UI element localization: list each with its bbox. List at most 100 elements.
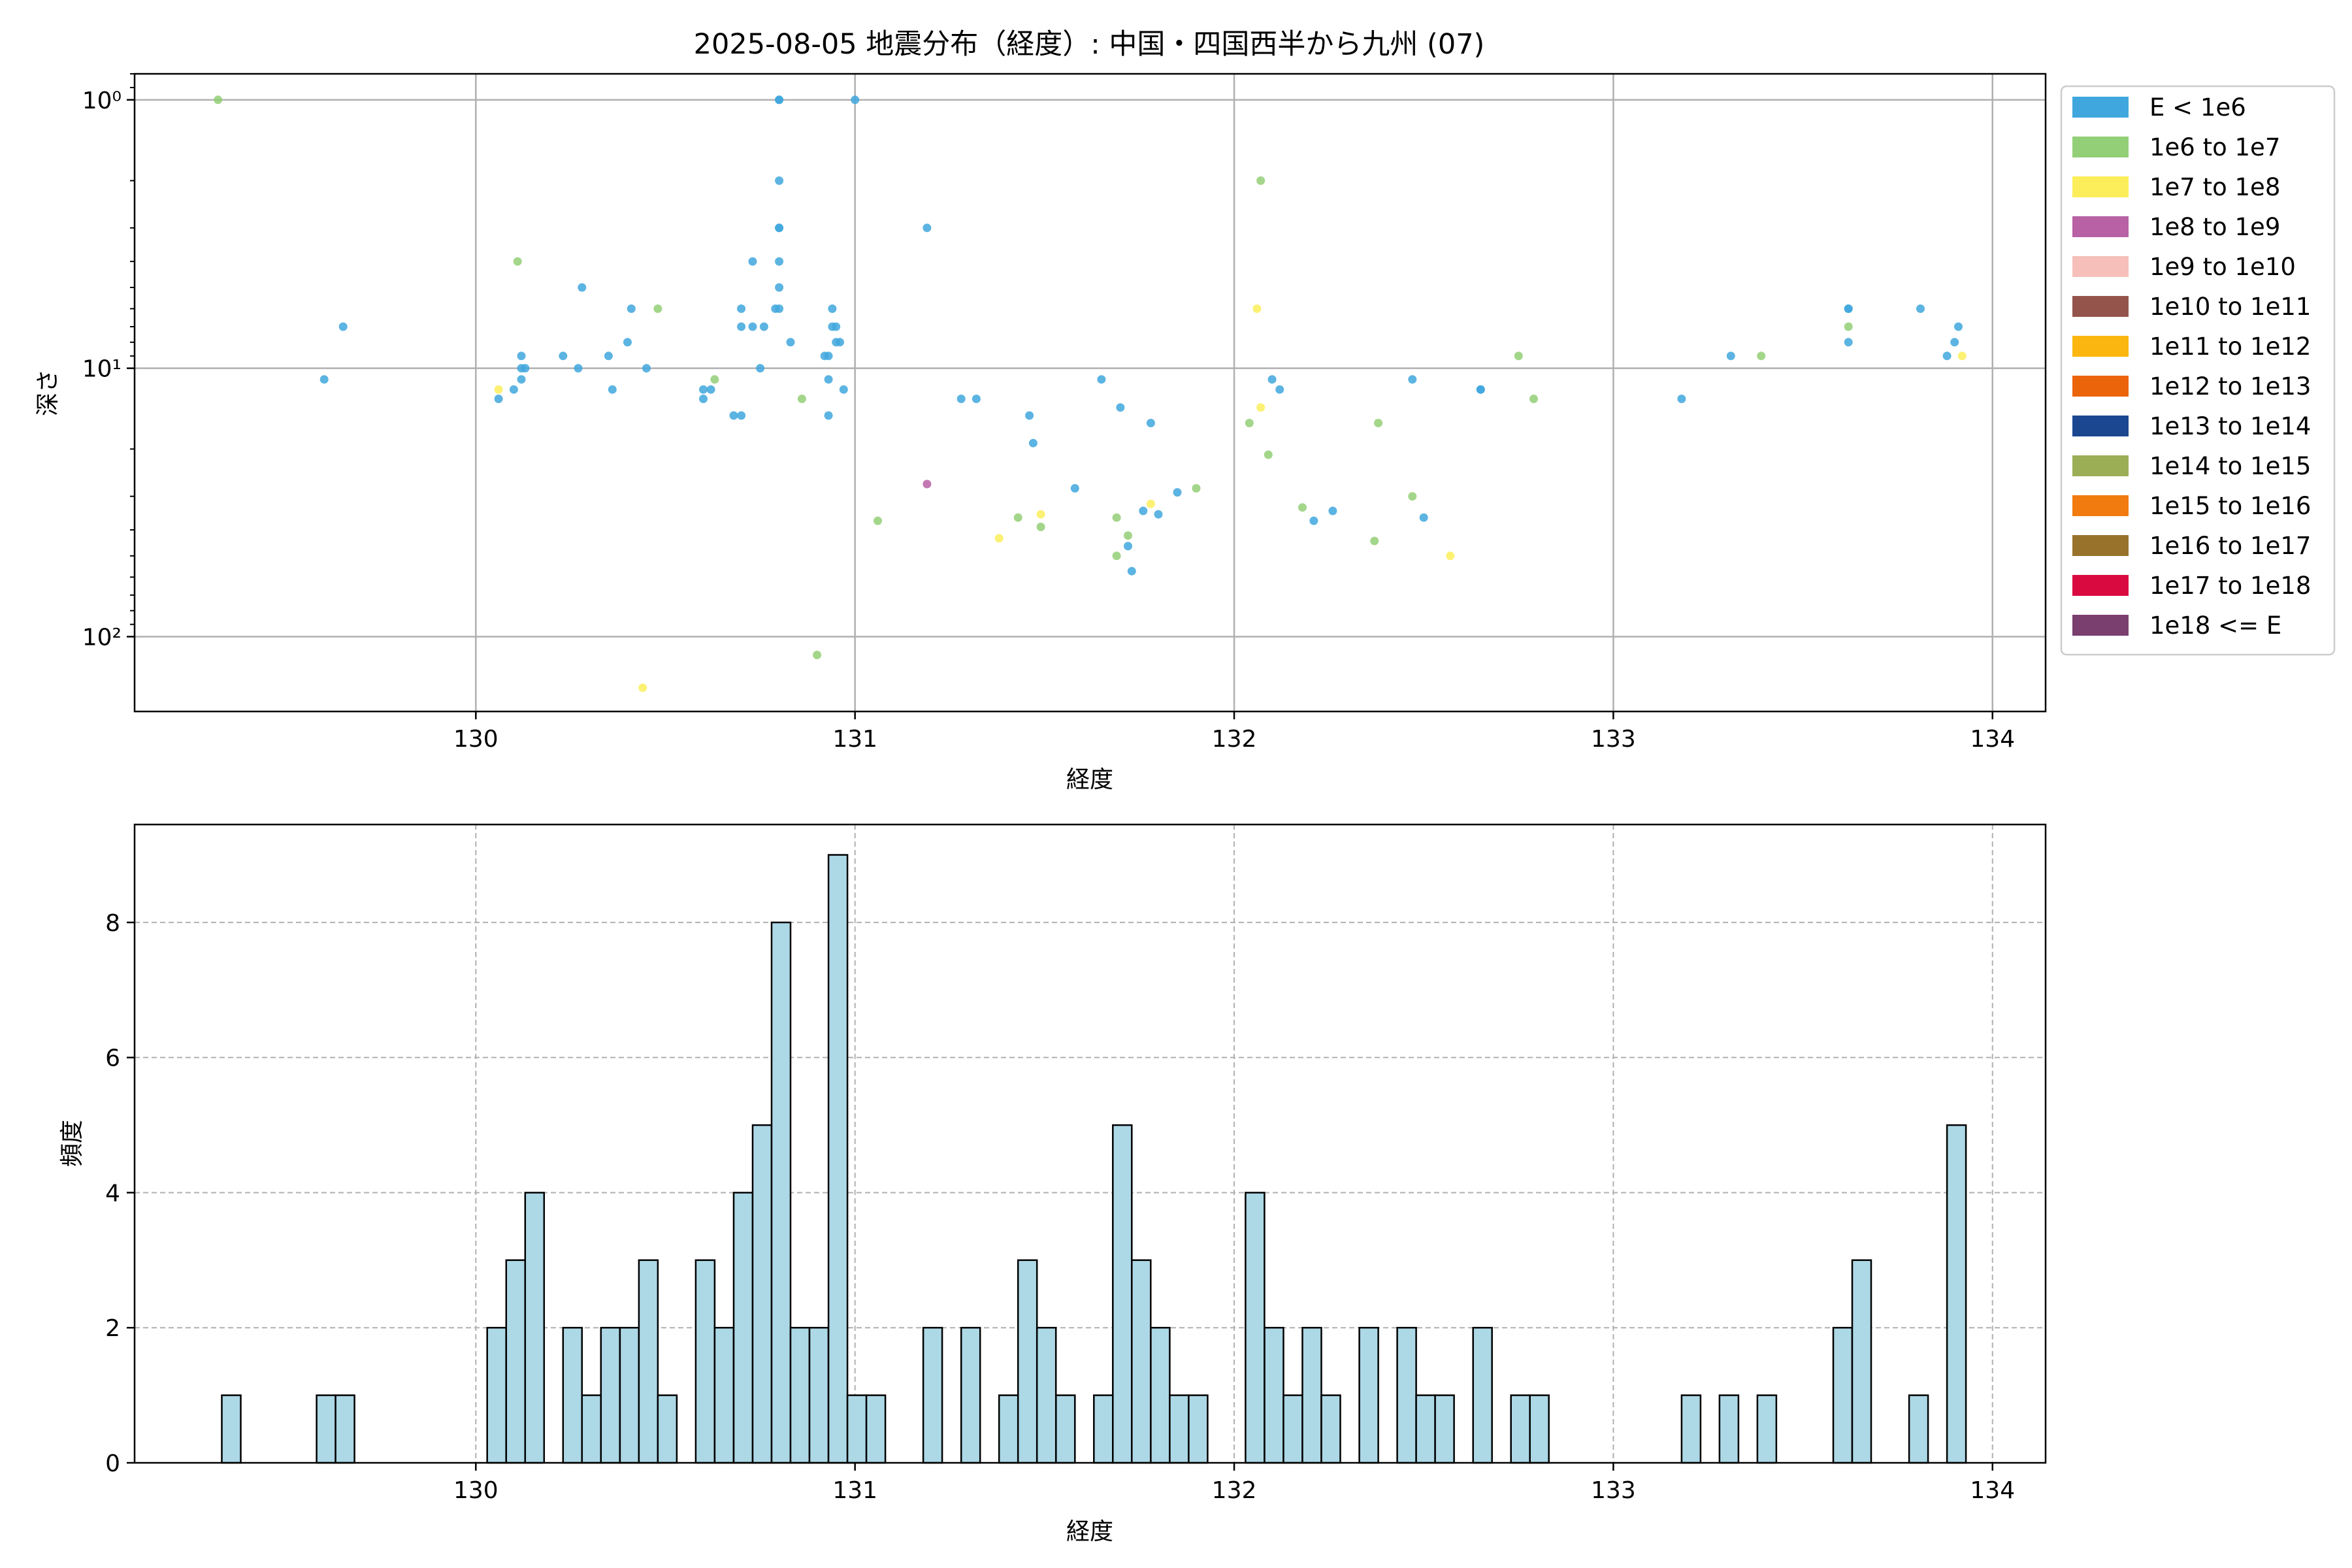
scatter-point bbox=[1275, 385, 1284, 394]
histogram-bar bbox=[751, 1124, 773, 1464]
scatter-point bbox=[1124, 531, 1132, 540]
scatter-point bbox=[1374, 419, 1383, 427]
histogram-bar bbox=[1529, 1394, 1550, 1464]
histogram-bar bbox=[1301, 1326, 1322, 1464]
scatter-point bbox=[214, 95, 223, 105]
scatter-y-tick-label: 10² bbox=[82, 624, 122, 651]
scatter-x-tick-label: 132 bbox=[1212, 726, 1257, 753]
histogram-bars bbox=[221, 854, 1967, 1464]
histogram-x-tick-label: 131 bbox=[832, 1477, 877, 1504]
scatter-point bbox=[851, 95, 860, 105]
histogram-bar bbox=[1851, 1259, 1872, 1464]
histogram-y-tick-label: 2 bbox=[105, 1315, 120, 1342]
scatter-point bbox=[824, 375, 833, 384]
scatter-point bbox=[1476, 385, 1485, 394]
histogram-y-tick-label: 6 bbox=[105, 1045, 120, 1072]
scatter-x-tick-label: 133 bbox=[1591, 726, 1636, 753]
scatter-x-tick-label: 131 bbox=[832, 726, 877, 753]
legend-items: E < 1e6 1e6 to 1e7 1e7 to 1e8 1e8 to 1e9 1e9… bbox=[2072, 93, 2311, 640]
scatter-y-tick-label: 10¹ bbox=[82, 356, 122, 383]
histogram-x-tick-label: 133 bbox=[1591, 1477, 1636, 1504]
histogram-y-tick-label: 4 bbox=[105, 1180, 120, 1207]
scatter-point bbox=[638, 683, 647, 693]
scatter-point bbox=[1950, 338, 1959, 347]
histogram-bar bbox=[1036, 1326, 1057, 1464]
legend-swatch bbox=[2072, 535, 2129, 556]
scatter-x-tick-label: 134 bbox=[1970, 726, 2015, 753]
histogram-bar bbox=[524, 1192, 546, 1464]
scatter-point bbox=[608, 385, 617, 394]
scatter-point bbox=[1942, 351, 1952, 361]
histogram-bar bbox=[1320, 1394, 1341, 1464]
legend-label: 1e8 to 1e9 bbox=[2149, 213, 2280, 241]
histogram-bar bbox=[1680, 1394, 1702, 1464]
scatter-point bbox=[1298, 503, 1307, 512]
scatter-panel: 130 131 132 133 134 10⁰ 10¹ 10² 経度 深さ bbox=[35, 73, 2047, 793]
scatter-point bbox=[699, 395, 708, 403]
histogram-bar bbox=[1908, 1394, 1929, 1464]
scatter-point bbox=[748, 322, 757, 331]
legend-label: 1e6 to 1e7 bbox=[2149, 133, 2280, 161]
scatter-point bbox=[972, 395, 981, 403]
scatter-point bbox=[509, 385, 518, 394]
histogram-bar bbox=[1131, 1259, 1152, 1464]
scatter-point bbox=[1328, 506, 1337, 515]
scatter-point bbox=[1256, 403, 1266, 412]
scatter-point bbox=[729, 411, 738, 420]
legend-label: 1e17 to 1e18 bbox=[2149, 572, 2311, 600]
scatter-point bbox=[874, 516, 882, 525]
histogram-bar bbox=[562, 1326, 583, 1464]
scatter-point bbox=[1097, 375, 1106, 384]
histogram-bar bbox=[713, 1326, 735, 1464]
scatter-y-tick-label: 10⁰ bbox=[82, 88, 122, 114]
scatter-point bbox=[775, 257, 784, 266]
legend-swatch bbox=[2072, 336, 2129, 357]
scatter-point bbox=[824, 351, 833, 361]
scatter-point bbox=[923, 223, 932, 233]
scatter-point bbox=[737, 411, 746, 420]
figure-title: 2025-08-05 地震分布（経度）: 中国・四国西半から九州 (07) bbox=[694, 28, 1485, 61]
scatter-point bbox=[1844, 338, 1853, 347]
scatter-grid bbox=[135, 74, 2046, 711]
scatter-point bbox=[775, 176, 784, 185]
scatter-point bbox=[756, 364, 765, 373]
legend-swatch bbox=[2072, 615, 2129, 636]
histogram-bar bbox=[770, 921, 792, 1464]
scatter-point bbox=[623, 338, 632, 347]
histogram-bar bbox=[922, 1326, 943, 1464]
histogram-bar bbox=[827, 854, 849, 1464]
scatter-axes-frame bbox=[133, 73, 2047, 713]
histogram-y-axis-label: 頻度 bbox=[59, 1120, 86, 1167]
legend-swatch bbox=[2072, 495, 2129, 516]
scatter-point bbox=[1146, 499, 1155, 508]
scatter-x-tick-label: 130 bbox=[453, 726, 498, 753]
scatter-point bbox=[1677, 395, 1686, 403]
legend-frame bbox=[2060, 85, 2336, 656]
scatter-point bbox=[1370, 536, 1379, 546]
histogram-bar bbox=[1017, 1259, 1038, 1464]
histogram-bar bbox=[600, 1326, 621, 1464]
scatter-point bbox=[1408, 492, 1417, 501]
legend-label: 1e7 to 1e8 bbox=[2149, 173, 2280, 201]
scatter-point bbox=[836, 338, 844, 347]
scatter-point bbox=[1025, 411, 1034, 420]
histogram-bar bbox=[1264, 1326, 1284, 1464]
legend-label: 1e11 to 1e12 bbox=[2149, 333, 2311, 361]
scatter-point bbox=[1116, 403, 1125, 412]
scatter-point bbox=[1309, 516, 1318, 525]
scatter-point bbox=[604, 351, 613, 361]
scatter-point bbox=[706, 385, 715, 394]
histogram-y-tick-label: 0 bbox=[105, 1450, 120, 1477]
histogram-bar bbox=[1434, 1394, 1455, 1464]
scatter-point bbox=[1954, 322, 1963, 331]
scatter-point bbox=[513, 257, 522, 266]
scatter-point bbox=[1446, 551, 1455, 561]
histogram-bar bbox=[732, 1192, 754, 1464]
legend: E < 1e6 1e6 to 1e7 1e7 to 1e8 1e8 to 1e9 1e9… bbox=[2060, 85, 2336, 656]
histogram-y-tick-label: 8 bbox=[105, 910, 120, 937]
scatter-point bbox=[1844, 304, 1853, 313]
scatter-point bbox=[775, 304, 784, 313]
histogram-bar bbox=[486, 1326, 507, 1464]
scatter-point bbox=[1139, 506, 1148, 515]
histogram-bar bbox=[1832, 1326, 1854, 1464]
